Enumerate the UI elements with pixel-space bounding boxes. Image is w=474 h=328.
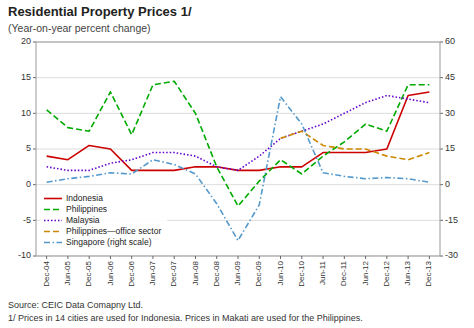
tick-mark: [408, 256, 409, 259]
y2-tick-label: -15: [445, 215, 458, 225]
legend-swatch: [44, 209, 62, 211]
x-tick-label: Dec-09: [254, 260, 263, 286]
y2-tick-label: 60: [445, 36, 455, 46]
x-tick-label: Jun-12: [361, 260, 370, 285]
x-tick-label: Jun-08: [191, 260, 200, 285]
chart: Residential Property Prices 1/ (Year-on-y…: [0, 0, 474, 328]
source: Source: CEIC Data Comapny Ltd.: [8, 300, 143, 310]
footnote: 1/ Prices in 14 cities are used for Indo…: [8, 313, 363, 323]
legend-label: Malaysia: [66, 215, 100, 225]
x-tick-label: Dec-11: [339, 260, 348, 286]
y2-tick-label: 0: [445, 179, 450, 189]
y2-tick-label: 30: [445, 108, 455, 118]
y2-tick-label: -30: [445, 250, 458, 260]
legend-label: Philippines—office sector: [66, 226, 161, 236]
x-tick-label: Dec-05: [84, 260, 93, 286]
legend: IndonesiaPhilippinesMalaysiaPhilippines—…: [40, 189, 167, 252]
x-tick-label: Dec-06: [127, 260, 136, 286]
title: Residential Property Prices 1/: [8, 4, 192, 19]
x-tick-label: Dec-04: [42, 260, 51, 286]
x-tick-label: Dec-08: [212, 260, 221, 286]
plot-frame: [36, 42, 440, 256]
legend-swatch: [44, 220, 62, 222]
x-tick-label: Jun-10: [276, 260, 285, 285]
x-tick-label: Dec-13: [424, 260, 433, 286]
legend-label: Philippines: [66, 204, 107, 214]
tick-mark: [110, 256, 111, 259]
y-tick-label: 10: [21, 108, 31, 118]
tick-mark: [386, 256, 387, 259]
grid-line: [36, 184, 440, 185]
grid-line: [36, 113, 440, 114]
y-tick-label: -10: [18, 250, 31, 260]
legend-swatch: [44, 198, 62, 200]
tick-mark: [344, 256, 345, 259]
series-line: [47, 96, 430, 171]
tick-mark: [280, 256, 281, 259]
background: [0, 0, 474, 328]
series-line: [47, 81, 430, 206]
x-tick-label: Dec-10: [297, 260, 306, 286]
x-tick-label: Jun-11: [318, 260, 327, 284]
x-tick-label: Jun-09: [233, 260, 242, 285]
tick-mark: [259, 256, 260, 259]
tick-mark: [89, 256, 90, 259]
x-tick-label: Dec-07: [169, 260, 178, 286]
y-tick-label: 15: [21, 72, 31, 82]
tick-mark: [301, 256, 302, 259]
tick-mark: [131, 256, 132, 259]
x-tick-label: Jun-05: [63, 260, 72, 285]
y-tick-label: 5: [26, 143, 31, 153]
tick-mark: [174, 256, 175, 259]
tick-mark: [238, 256, 239, 259]
x-tick-label: Jun-13: [403, 260, 412, 285]
tick-mark: [152, 256, 153, 259]
legend-label: Singapore (right scale): [66, 237, 152, 247]
tick-mark: [216, 256, 217, 259]
x-tick-label: Dec-12: [382, 260, 391, 286]
tick-mark: [323, 256, 324, 259]
series-line: [281, 131, 430, 160]
tick-mark: [365, 256, 366, 259]
legend-swatch: [44, 242, 62, 244]
y-tick-label: 20: [21, 36, 31, 46]
y2-tick-label: 15: [445, 143, 455, 153]
tick-mark: [195, 256, 196, 259]
tick-mark: [46, 256, 47, 259]
grid-line: [36, 77, 440, 78]
legend-background: [40, 189, 167, 252]
tick-mark: [67, 256, 68, 259]
legend-label: Indonesia: [66, 193, 103, 203]
series-line: [47, 92, 430, 170]
x-tick-label: Jun-06: [106, 260, 115, 285]
x-tick-label: Jun-07: [148, 260, 157, 285]
grid-line: [36, 149, 440, 150]
grid: [36, 42, 440, 256]
subtitle: (Year-on-year percent change): [8, 22, 151, 34]
legend-swatch: [44, 231, 62, 233]
y2-tick-label: 45: [445, 72, 455, 82]
tick-mark: [429, 256, 430, 259]
y-tick-label: 0: [26, 179, 31, 189]
y-tick-label: -5: [23, 215, 31, 225]
